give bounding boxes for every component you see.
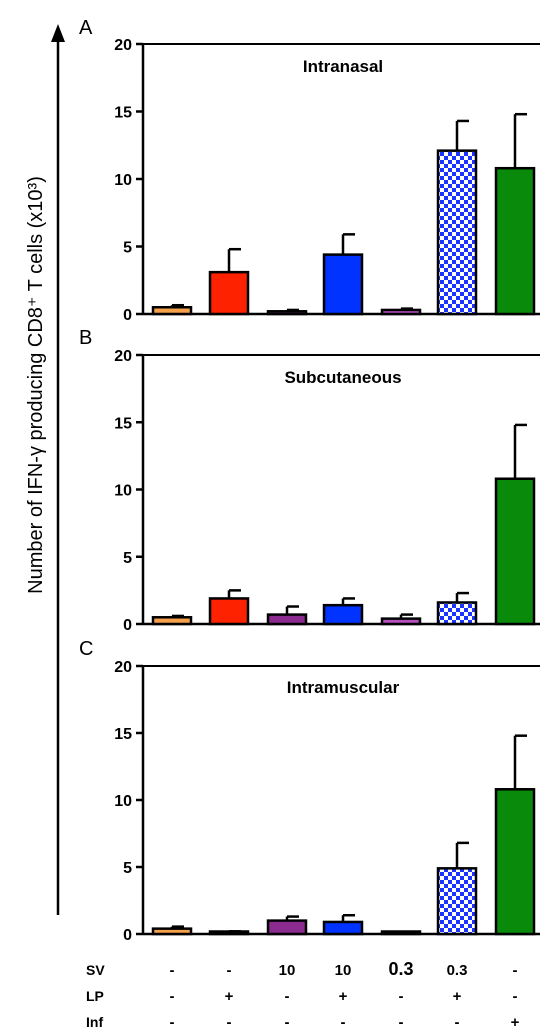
bar-a-6 bbox=[436, 149, 478, 316]
panel-b-bars bbox=[151, 423, 536, 626]
panel-b: B Subcutaneous 0 5 10 15 20 bbox=[79, 327, 540, 634]
y-tick-label: 0 bbox=[123, 307, 132, 324]
panel-title-c: Intramuscular bbox=[287, 678, 400, 697]
y-axis-arrow bbox=[51, 24, 65, 915]
y-axis-title: Number of IFN-γ producing CD8⁺ T cells (… bbox=[25, 176, 47, 594]
panel-a-bars bbox=[151, 112, 536, 316]
bar-a-7 bbox=[494, 166, 536, 316]
panel-a: A Intranasal 0 5 10 15 20 bbox=[79, 17, 540, 324]
bar-b-7 bbox=[494, 477, 536, 626]
y-tick-label: 20 bbox=[114, 659, 132, 676]
bar-c-4 bbox=[322, 920, 364, 936]
y-tick-label: 5 bbox=[123, 860, 132, 877]
condition-cell: - bbox=[170, 962, 175, 979]
row-label-lp: LP bbox=[86, 988, 104, 1004]
y-tick-label: 15 bbox=[114, 105, 132, 122]
panel-b-axes: 0 5 10 15 20 bbox=[114, 348, 540, 634]
y-tick-label: 20 bbox=[114, 348, 132, 365]
condition-cell: - bbox=[399, 988, 404, 1005]
bar-a-4 bbox=[322, 253, 364, 316]
condition-cell: + bbox=[511, 1014, 520, 1030]
bar-b-1 bbox=[151, 616, 193, 626]
bar-a-1 bbox=[151, 306, 193, 316]
bar-c-3 bbox=[266, 919, 308, 936]
bar-a-2 bbox=[208, 270, 250, 316]
panel-c-bars bbox=[151, 734, 536, 936]
y-tick-label: 0 bbox=[123, 617, 132, 634]
bar-b-4 bbox=[322, 603, 364, 626]
condition-cell: - bbox=[170, 1014, 175, 1030]
panel-letter-b: B bbox=[79, 327, 92, 349]
condition-cell: + bbox=[225, 988, 234, 1005]
condition-cell: - bbox=[399, 1014, 404, 1030]
bar-c-6 bbox=[436, 867, 478, 936]
condition-cell: + bbox=[339, 988, 348, 1005]
bar-a-3 bbox=[266, 310, 308, 316]
condition-table: SV LP Inf - - 10 10 0.3 0.3 - - + - + - + - - - - - - - + bbox=[86, 959, 520, 1030]
condition-cell: 0.3 bbox=[447, 962, 468, 979]
bar-b-6 bbox=[436, 601, 478, 626]
y-tick-label: 5 bbox=[123, 240, 132, 257]
condition-cell: - bbox=[227, 1014, 232, 1030]
panel-letter-a: A bbox=[79, 17, 93, 39]
condition-cell: 0.3 bbox=[388, 959, 413, 979]
y-tick-label: 0 bbox=[123, 927, 132, 944]
condition-cell: - bbox=[513, 988, 518, 1005]
bar-a-5 bbox=[380, 308, 422, 316]
y-tick-label: 10 bbox=[114, 793, 132, 810]
bar-c-1 bbox=[151, 927, 193, 936]
y-tick-label: 15 bbox=[114, 415, 132, 432]
panel-title-b: Subcutaneous bbox=[284, 368, 401, 387]
y-tick-label: 10 bbox=[114, 172, 132, 189]
y-tick-label: 20 bbox=[114, 37, 132, 54]
bar-b-3 bbox=[266, 613, 308, 626]
y-tick-label: 15 bbox=[114, 726, 132, 743]
bar-c-7 bbox=[494, 788, 536, 936]
condition-cell: - bbox=[341, 1014, 346, 1030]
condition-cell: - bbox=[227, 962, 232, 979]
panel-c: C Intramuscular 0 5 10 15 20 bbox=[79, 638, 540, 944]
panel-letter-c: C bbox=[79, 638, 93, 660]
bar-b-5 bbox=[380, 617, 422, 626]
row-label-inf: Inf bbox=[86, 1014, 103, 1030]
condition-cell: - bbox=[513, 962, 518, 979]
condition-cell: - bbox=[455, 1014, 460, 1030]
panel-title-a: Intranasal bbox=[303, 57, 383, 76]
bar-b-2 bbox=[208, 597, 250, 626]
condition-cell: + bbox=[453, 988, 462, 1005]
condition-values: - - 10 10 0.3 0.3 - - + - + - + - - - - - - - + bbox=[170, 959, 520, 1030]
condition-cell: 10 bbox=[279, 962, 296, 979]
condition-cell: 10 bbox=[335, 962, 352, 979]
condition-cell: - bbox=[285, 988, 290, 1005]
y-tick-label: 5 bbox=[123, 550, 132, 567]
condition-cell: - bbox=[285, 1014, 290, 1030]
condition-cell: - bbox=[170, 988, 175, 1005]
y-tick-label: 10 bbox=[114, 483, 132, 500]
row-label-sv: SV bbox=[86, 962, 105, 978]
